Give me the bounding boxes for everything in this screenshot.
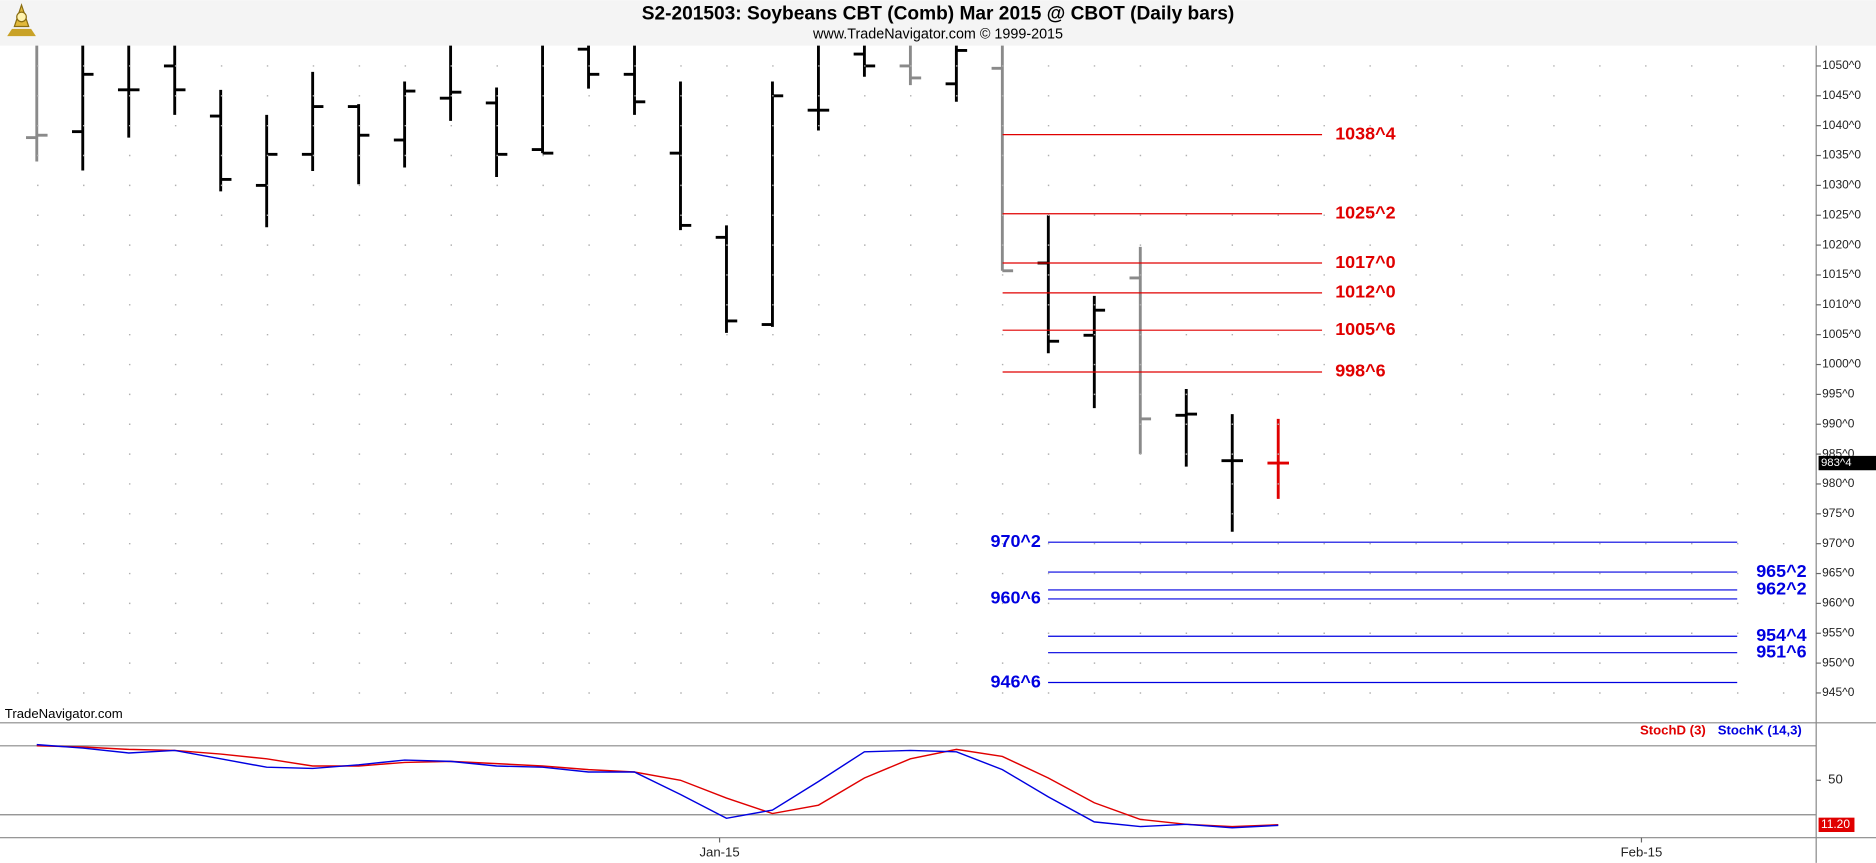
y-tick-label: 970^0	[1822, 536, 1855, 550]
last-price-box	[1818, 455, 1876, 471]
stoch-line	[36, 743, 1279, 829]
last-value-box	[1818, 817, 1855, 833]
y-tick-label: 1005^0	[1822, 327, 1861, 341]
y-tick-label: 965^0	[1822, 566, 1855, 580]
level-label: 998^6	[1335, 361, 1385, 381]
level-label: 1017^0	[1335, 252, 1395, 272]
y-tick-label: 945^0	[1822, 685, 1855, 699]
y-tick-label: 975^0	[1822, 506, 1855, 520]
stoch-line	[36, 745, 1279, 828]
y-tick-label: 955^0	[1822, 625, 1855, 639]
y-tick-label: 1000^0	[1822, 357, 1861, 371]
y-tick-label: 1025^0	[1822, 207, 1861, 221]
level-label: 970^2	[991, 531, 1041, 551]
y-tick-label: 995^0	[1822, 387, 1855, 401]
level-label: 960^6	[991, 588, 1041, 608]
level-label: 1038^4	[1335, 123, 1395, 143]
y-tick-label: 50	[1828, 772, 1843, 787]
y-tick-label: 1010^0	[1822, 297, 1861, 311]
y-tick-label: 1020^0	[1822, 237, 1861, 251]
level-label: 1025^2	[1335, 202, 1395, 222]
legend-entry: StochD (3)	[1640, 723, 1706, 738]
level-label: 954^4	[1756, 625, 1806, 645]
x-tick-label: Jan-15	[699, 845, 739, 860]
last-value-label: 11.20	[1821, 817, 1850, 831]
y-tick-label: 990^0	[1822, 416, 1855, 430]
level-label: 962^2	[1756, 579, 1806, 599]
x-tick-label: Feb-15	[1621, 845, 1663, 860]
y-tick-label: 1040^0	[1822, 118, 1861, 132]
y-tick-label: 1045^0	[1822, 88, 1861, 102]
level-label: 951^6	[1756, 641, 1806, 661]
watermark: TradeNavigator.com	[5, 706, 123, 721]
level-label: 946^6	[991, 671, 1041, 691]
y-tick-label: 950^0	[1822, 655, 1855, 669]
last-price-label: 983^4	[1821, 457, 1852, 469]
level-label: 965^2	[1756, 561, 1806, 581]
y-tick-label: 1035^0	[1822, 148, 1861, 162]
logo	[7, 3, 36, 37]
y-tick-label: 1015^0	[1822, 267, 1861, 281]
level-label: 1005^6	[1335, 319, 1395, 339]
price-panel	[26, 45, 1289, 532]
y-tick-label: 1050^0	[1822, 58, 1861, 72]
y-tick-label: 980^0	[1822, 476, 1855, 490]
y-tick-label: 1030^0	[1822, 178, 1861, 192]
chart-title: S2-201503: Soybeans CBT (Comb) Mar 2015 …	[642, 4, 1235, 25]
legend-entry: StochK (14,3)	[1718, 723, 1802, 738]
y-tick-label: 960^0	[1822, 596, 1855, 610]
level-label: 1012^0	[1335, 282, 1395, 302]
chart-subtitle: www.TradeNavigator.com © 1999-2015	[812, 27, 1063, 43]
header-band	[0, 0, 1876, 46]
